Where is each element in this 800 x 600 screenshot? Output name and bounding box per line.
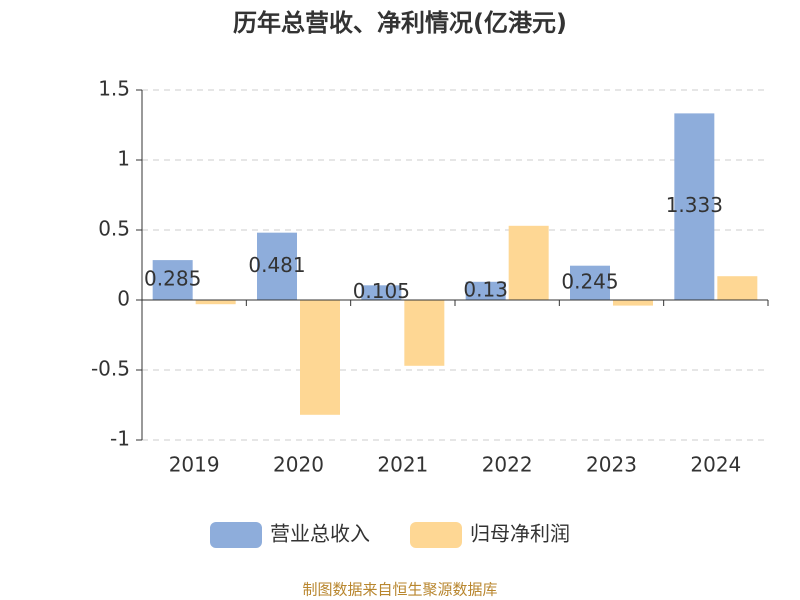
legend-swatch: [410, 522, 462, 548]
bar: [613, 300, 653, 306]
chart-title: 历年总营收、净利情况(亿港元): [233, 9, 567, 37]
data-label: 0.285: [144, 267, 201, 291]
y-tick-label: -0.5: [91, 357, 130, 381]
bar: [465, 281, 506, 300]
data-label: 1.333: [666, 193, 723, 217]
data-label: 0.245: [561, 269, 618, 293]
bar: [300, 300, 340, 415]
bar: [570, 265, 610, 300]
x-tick-label: 2022: [482, 453, 533, 477]
bar: [404, 300, 445, 366]
x-tick-label: 2020: [273, 453, 324, 477]
y-tick-label: 1: [117, 147, 130, 171]
x-tick-label: 2023: [586, 453, 637, 477]
data-label: 0.13: [463, 277, 508, 301]
bar: [152, 260, 193, 300]
bar: [674, 113, 715, 300]
y-tick-label: 0.5: [98, 217, 130, 241]
y-tick-label: 1.5: [98, 77, 130, 101]
bar: [717, 276, 758, 300]
legend-swatch: [210, 522, 262, 548]
legend-label: 营业总收入: [270, 522, 370, 546]
bar: [195, 300, 236, 305]
data-label: 0.481: [248, 253, 305, 277]
data-label: 0.105: [353, 279, 410, 303]
legend-label: 归母净利润: [470, 522, 570, 546]
source-note: 制图数据来自恒生聚源数据库: [302, 581, 497, 599]
y-tick-label: 0: [117, 287, 130, 311]
bar: [257, 232, 297, 300]
bar: [508, 225, 549, 300]
x-tick-label: 2021: [377, 453, 428, 477]
bar: [361, 285, 402, 300]
x-tick-label: 2019: [169, 453, 220, 477]
x-tick-label: 2024: [690, 453, 741, 477]
y-tick-label: -1: [110, 427, 130, 451]
